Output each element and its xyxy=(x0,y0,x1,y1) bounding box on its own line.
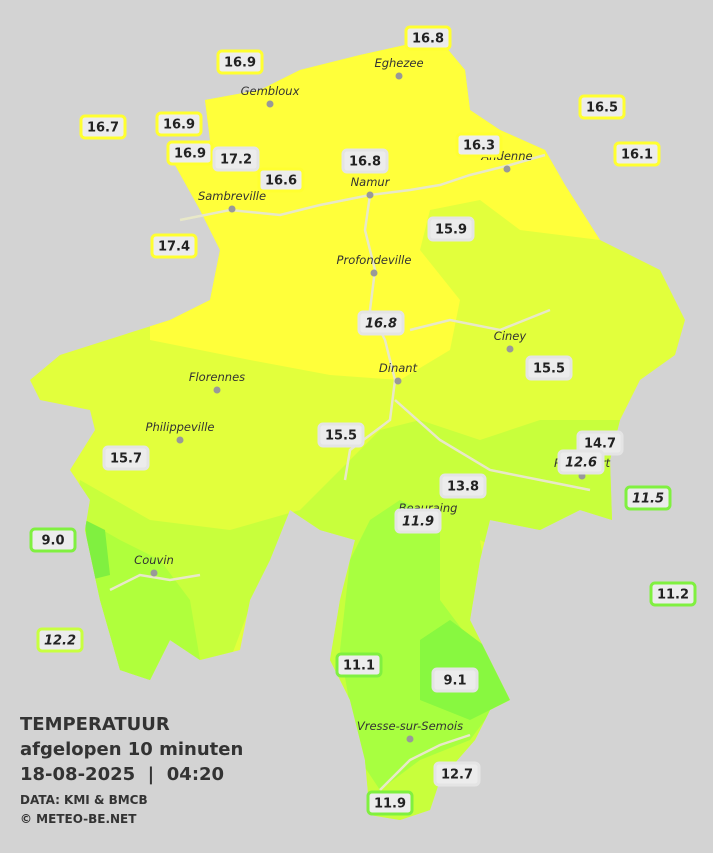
station-box xyxy=(212,146,260,172)
station-value: 17.4 xyxy=(158,240,190,255)
station-value: 12.2 xyxy=(44,634,76,649)
station-value: 13.8 xyxy=(447,480,479,495)
station-box xyxy=(439,473,487,499)
station-value: 11.9 xyxy=(374,797,406,812)
station-box xyxy=(455,132,503,158)
legend-source: DATA: KMI & BMCB xyxy=(20,793,148,807)
station-value: 11.1 xyxy=(343,659,375,674)
city-label: Couvin xyxy=(134,553,174,567)
city-dot xyxy=(176,436,184,444)
station-box xyxy=(427,216,475,242)
city-label: Sambreville xyxy=(198,189,266,203)
station-value: 16.9 xyxy=(163,118,195,133)
station-value: 16.8 xyxy=(412,32,444,47)
station-value: 15.5 xyxy=(533,362,565,377)
stations: 16.8 16.9 16.5 16.7 16.9 16.3 16.1 16.9 17.2 16.8… xyxy=(29,25,697,816)
legend-copyright: © METEO-BE.NET xyxy=(20,812,137,826)
river xyxy=(379,733,471,791)
city-dot xyxy=(503,165,511,173)
station-value: 11.9 xyxy=(402,515,434,530)
city-label: Profondeville xyxy=(337,253,412,267)
station-value: 16.8 xyxy=(365,317,397,332)
station-box xyxy=(102,445,150,471)
city-dot xyxy=(266,100,274,108)
station-box xyxy=(578,94,626,120)
station-box xyxy=(394,508,442,534)
station-box xyxy=(317,422,365,448)
city-label: Florennes xyxy=(189,370,245,384)
city-label: Philippeville xyxy=(146,420,215,434)
city-dot xyxy=(366,191,374,199)
city-dot xyxy=(150,569,158,577)
station-value: 12.7 xyxy=(441,768,473,783)
legend-title: TEMPERATUUR xyxy=(20,714,170,735)
station-value: 9.0 xyxy=(41,534,64,549)
station-value: 16.8 xyxy=(349,155,381,170)
city-label: Dinant xyxy=(379,361,418,375)
station-box xyxy=(150,233,198,259)
station-box xyxy=(404,25,452,51)
station-box xyxy=(613,141,661,167)
station-value: 16.7 xyxy=(87,121,119,136)
station-value: 11.5 xyxy=(632,492,664,507)
station-value: 16.5 xyxy=(586,101,618,116)
station-box xyxy=(79,114,127,140)
station-box xyxy=(649,581,697,607)
city-label: Gembloux xyxy=(241,84,300,98)
city-dot xyxy=(213,386,221,394)
station-value: 15.7 xyxy=(110,452,142,467)
station-value: 11.2 xyxy=(657,588,689,603)
city-dot xyxy=(406,735,414,743)
city-label: Eghezee xyxy=(374,56,423,70)
station-box xyxy=(155,111,203,137)
station-value: 16.1 xyxy=(621,148,653,163)
station-value: 16.3 xyxy=(463,139,495,154)
river xyxy=(394,399,591,492)
city-dot xyxy=(395,72,403,80)
station-value: 15.9 xyxy=(435,223,467,238)
station-value: 16.9 xyxy=(174,147,206,162)
station-box xyxy=(433,761,481,787)
city-dot xyxy=(228,205,236,213)
station-value: 14.7 xyxy=(584,437,616,452)
station-value: 12.6 xyxy=(565,456,597,471)
station-box xyxy=(335,652,383,678)
station-box xyxy=(36,627,84,653)
rivers xyxy=(109,153,591,791)
station-box xyxy=(257,167,305,193)
legend-subtitle: afgelopen 10 minuten xyxy=(20,739,243,760)
legend-datetime: 18-08-2025 | 04:20 xyxy=(20,764,224,785)
city-label: Vresse-sur-Semois xyxy=(357,719,463,733)
station-value: 17.2 xyxy=(220,153,252,168)
station-box xyxy=(357,310,405,336)
station-value: 9.1 xyxy=(443,674,466,689)
station-value: 16.9 xyxy=(224,56,256,71)
station-value: 16.6 xyxy=(265,174,297,189)
city-dot xyxy=(370,269,378,277)
city-dot xyxy=(394,377,402,385)
station-box xyxy=(29,527,77,553)
river xyxy=(109,573,201,592)
city-label: Ciney xyxy=(494,329,527,343)
legend: TEMPERATUUR afgelopen 10 minuten 18-08-2… xyxy=(20,714,243,826)
station-box xyxy=(216,49,264,75)
station-box xyxy=(557,449,605,475)
station-box xyxy=(431,667,479,693)
river xyxy=(179,153,546,222)
station-box xyxy=(366,790,414,816)
station-value: 15.5 xyxy=(325,429,357,444)
station-box xyxy=(341,148,389,174)
city-label: Namur xyxy=(351,175,391,189)
station-box xyxy=(166,140,214,166)
city-dot xyxy=(506,345,514,353)
station-box xyxy=(624,485,672,511)
river xyxy=(409,308,551,332)
station-box xyxy=(525,355,573,381)
